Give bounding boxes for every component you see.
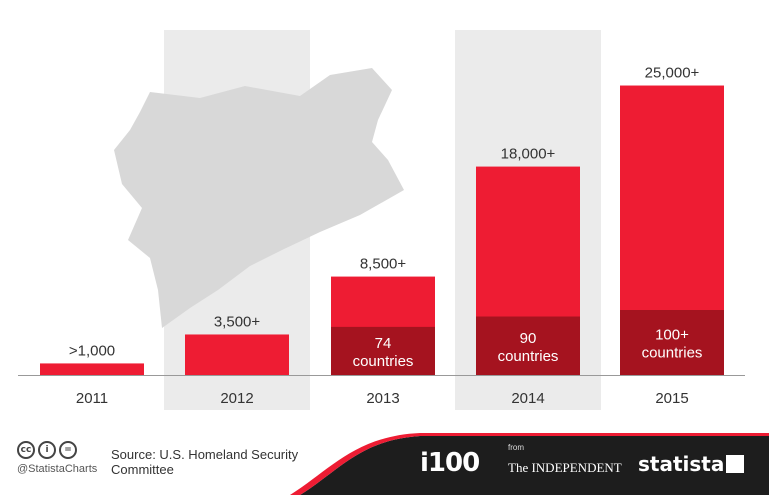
tick-label-2014: 2014 — [511, 390, 544, 407]
statista-logo[interactable]: statista — [638, 452, 725, 476]
syria-map-silhouette — [114, 68, 404, 328]
bar-2011 — [40, 363, 144, 375]
cc-icon: cc — [17, 441, 35, 459]
from-label: from — [508, 443, 524, 452]
statista-handle[interactable]: @StatistaCharts — [17, 463, 98, 475]
value-label-2012: 3,500+ — [214, 313, 261, 330]
value-label-2011: >1,000 — [69, 342, 115, 359]
countries-segment-2014 — [476, 316, 580, 375]
tick-label-2011: 2011 — [76, 390, 108, 407]
value-label-2015: 25,000+ — [645, 65, 700, 82]
i100-logo[interactable]: i100 — [420, 448, 480, 478]
tick-label-2015: 2015 — [655, 390, 688, 407]
countries-label-2014: 90 countries — [498, 330, 559, 365]
value-label-2013: 8,500+ — [360, 256, 407, 273]
countries-label-2015: 100+ countries — [642, 327, 703, 362]
license-icons: cc i = — [17, 441, 77, 459]
tick-label-2013: 2013 — [366, 390, 399, 407]
countries-segment-2013 — [331, 326, 435, 375]
bar-chart: >1,000 2011 3,500+ 2012 74 countries 8,500+ 201… — [18, 30, 745, 410]
value-label-2014: 18,000+ — [501, 146, 556, 163]
countries-label-2013: 74 countries — [353, 335, 414, 370]
independent-logo[interactable]: The INDEPENDENT — [508, 460, 622, 475]
footer-band — [290, 433, 769, 495]
bar-2012 — [185, 334, 289, 375]
tick-label-2012: 2012 — [220, 390, 253, 407]
nd-icon: = — [59, 441, 77, 459]
countries-segment-2015 — [620, 310, 724, 375]
statista-logo-mark — [726, 455, 744, 473]
footer: cc i = @StatistaCharts Source: U.S. Home… — [0, 430, 769, 495]
source-note: Source: U.S. Homeland Security Committee — [111, 447, 299, 477]
by-icon: i — [38, 441, 56, 459]
